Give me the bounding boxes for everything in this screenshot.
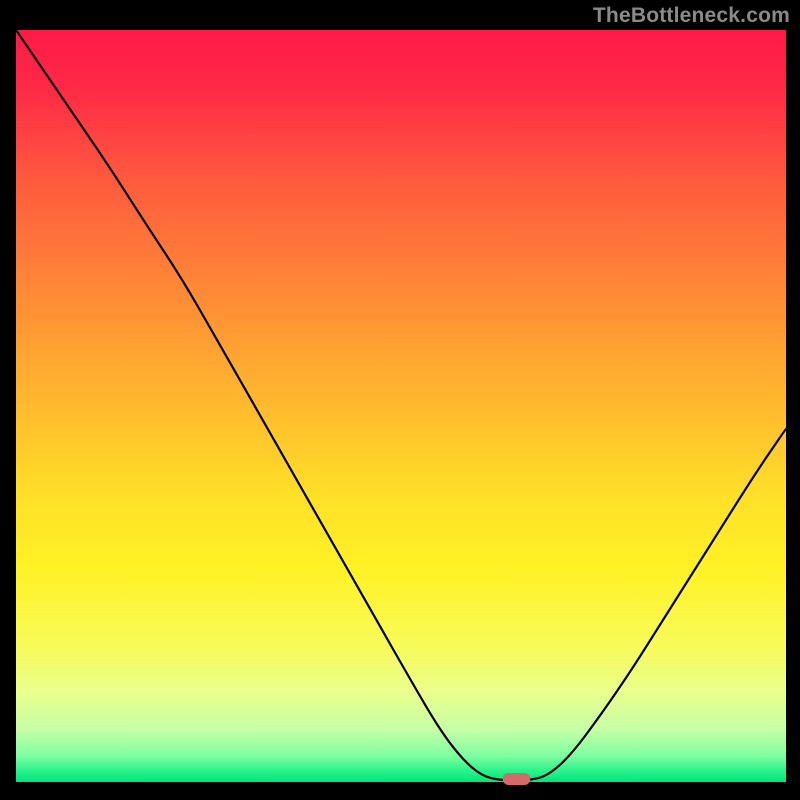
watermark-label: TheBottleneck.com [593,4,790,28]
chart-canvas: TheBottleneck.com [0,0,800,800]
bottleneck-curve-plot [0,0,800,800]
optimal-point-marker [503,773,531,785]
plot-background [16,30,786,782]
